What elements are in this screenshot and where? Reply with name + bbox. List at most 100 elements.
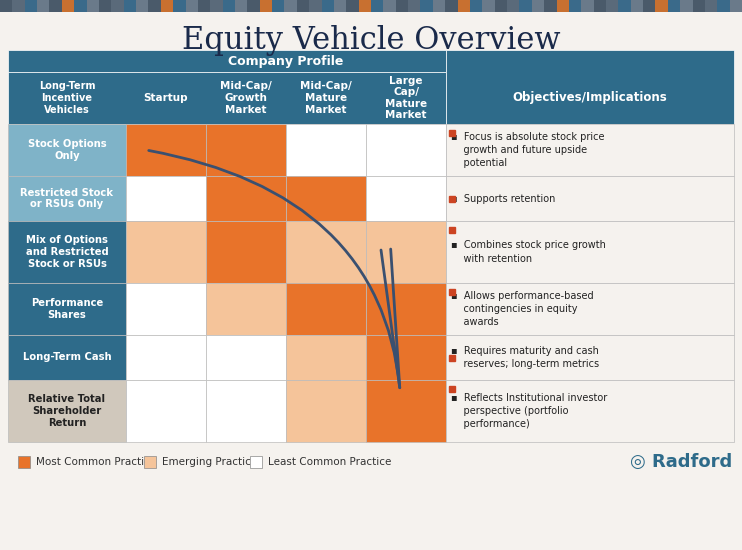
Bar	[286, 335, 366, 380]
Bar	[446, 283, 734, 335]
Bar	[8, 283, 126, 335]
Bar	[8, 221, 126, 283]
Text: Startup: Startup	[144, 93, 188, 103]
Text: ▪  Allows performance-based
    contingencies in equity
    awards: ▪ Allows performance-based contingencies…	[451, 291, 594, 327]
Text: Mix of Options
and Restricted
Stock or RSUs: Mix of Options and Restricted Stock or R…	[26, 235, 108, 268]
Bar	[366, 124, 446, 176]
Bar	[705, 0, 718, 12]
Bar	[206, 221, 286, 283]
Bar	[643, 0, 655, 12]
Text: Objectives/Implications: Objectives/Implications	[513, 91, 667, 104]
Bar	[655, 0, 668, 12]
Bar	[446, 176, 734, 221]
Bar	[126, 176, 206, 221]
Bar	[50, 0, 62, 12]
Bar	[408, 0, 421, 12]
Bar	[8, 124, 126, 176]
Bar	[37, 0, 50, 12]
Bar	[366, 221, 446, 283]
Bar	[470, 0, 482, 12]
Bar	[198, 0, 210, 12]
Bar	[111, 0, 124, 12]
Bar	[446, 380, 734, 442]
Bar	[581, 0, 594, 12]
Text: Emerging Practice: Emerging Practice	[162, 457, 257, 467]
Bar	[692, 0, 705, 12]
Text: Restricted Stock
or RSUs Only: Restricted Stock or RSUs Only	[21, 188, 114, 210]
Bar	[148, 0, 161, 12]
Bar	[62, 0, 74, 12]
Text: Mid-Cap/
Growth
Market: Mid-Cap/ Growth Market	[220, 81, 272, 114]
Text: ▪  Combines stock price growth
    with retention: ▪ Combines stock price growth with reten…	[451, 240, 606, 263]
Bar	[126, 124, 206, 176]
Bar	[718, 0, 729, 12]
Bar	[206, 176, 286, 221]
Bar	[24, 0, 37, 12]
Bar	[532, 0, 544, 12]
Bar	[366, 335, 446, 380]
Bar	[334, 0, 347, 12]
Bar	[13, 0, 24, 12]
Bar	[309, 0, 321, 12]
Bar	[347, 0, 358, 12]
Bar	[250, 456, 262, 468]
Bar	[0, 0, 13, 12]
Bar	[519, 0, 532, 12]
Bar	[286, 380, 366, 442]
Bar	[173, 0, 186, 12]
Bar	[631, 0, 643, 12]
Bar	[8, 380, 126, 442]
Bar	[495, 0, 507, 12]
Bar	[126, 380, 206, 442]
Bar	[126, 221, 206, 283]
Bar	[446, 335, 734, 380]
Bar	[8, 335, 126, 380]
Bar	[668, 0, 680, 12]
Bar	[446, 124, 734, 176]
Bar	[371, 0, 384, 12]
Text: Long-Term
Incentive
Vehicles: Long-Term Incentive Vehicles	[39, 81, 95, 114]
Bar	[445, 0, 458, 12]
Bar	[569, 0, 581, 12]
Bar	[680, 0, 692, 12]
Bar	[223, 0, 235, 12]
Bar	[358, 0, 371, 12]
Bar	[556, 0, 569, 12]
Bar	[18, 456, 30, 468]
Bar	[395, 0, 408, 12]
Bar	[126, 335, 206, 380]
Bar	[186, 0, 198, 12]
Text: ◎ Radford: ◎ Radford	[630, 453, 732, 471]
Text: Most Common Practice: Most Common Practice	[36, 457, 157, 467]
Text: Equity Vehicle Overview: Equity Vehicle Overview	[182, 25, 560, 56]
Text: ▪  Supports retention: ▪ Supports retention	[451, 194, 555, 204]
Bar	[136, 0, 148, 12]
Bar	[321, 0, 334, 12]
Bar	[124, 0, 136, 12]
Bar	[433, 0, 445, 12]
Bar	[126, 283, 206, 335]
Bar	[606, 0, 618, 12]
Bar	[8, 176, 126, 221]
Text: Large
Cap/
Mature
Market: Large Cap/ Mature Market	[385, 75, 427, 120]
Bar	[286, 221, 366, 283]
Bar	[8, 72, 446, 124]
Bar	[297, 0, 309, 12]
Bar	[729, 0, 742, 12]
Bar	[286, 176, 366, 221]
Bar	[210, 0, 223, 12]
Bar	[618, 0, 631, 12]
Text: Stock Options
Only: Stock Options Only	[27, 139, 106, 161]
Bar	[206, 335, 286, 380]
Bar	[260, 0, 272, 12]
Bar	[446, 221, 734, 283]
Bar	[272, 0, 284, 12]
Bar	[74, 0, 87, 12]
Bar	[384, 0, 395, 12]
Bar	[544, 0, 556, 12]
Bar	[206, 283, 286, 335]
Bar	[507, 0, 519, 12]
Bar	[458, 0, 470, 12]
Bar	[594, 0, 606, 12]
Bar	[8, 50, 446, 72]
